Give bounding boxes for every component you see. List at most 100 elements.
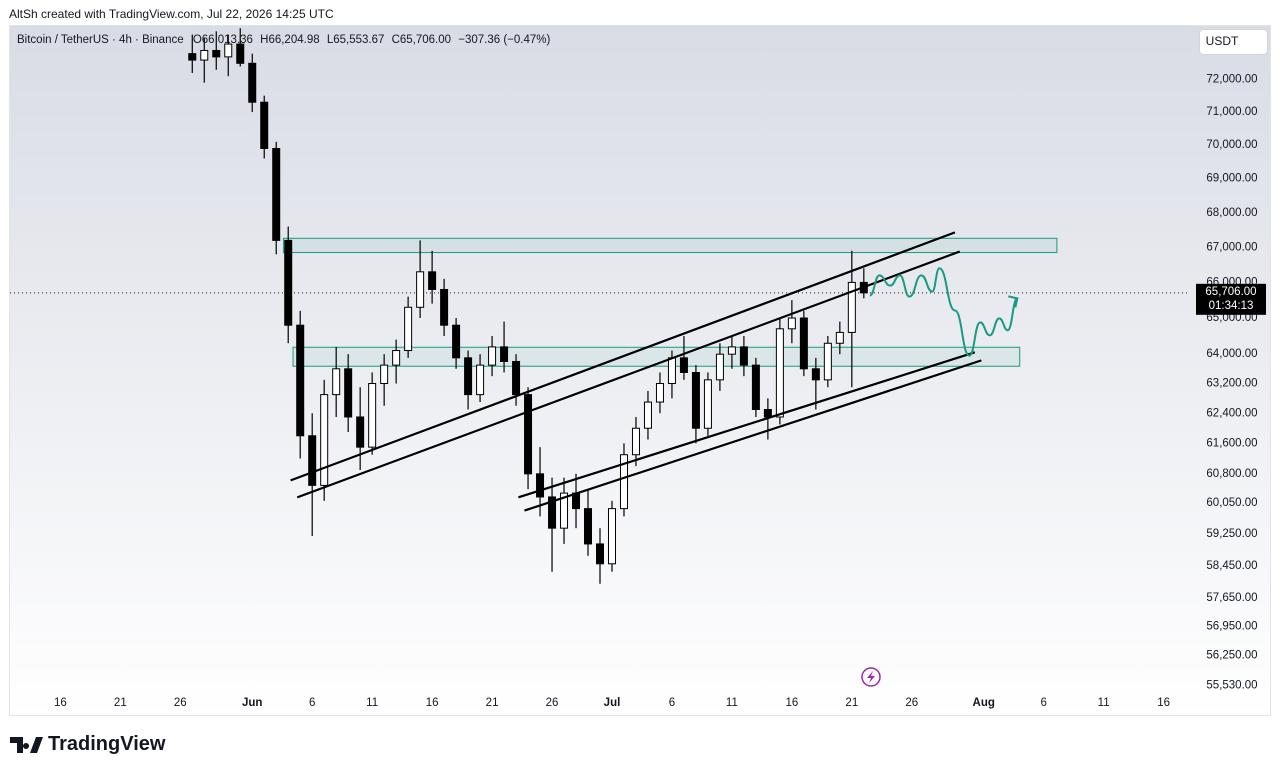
x-tick-label: 11 [366,697,378,709]
candle-body [811,368,820,381]
candle-body [727,346,736,355]
y-tick-label: 57,650.00 [1206,592,1257,604]
y-tick-label: 60,800.00 [1206,468,1257,480]
x-tick-label: 11 [1098,697,1110,709]
candle-body [332,368,341,396]
candle-body [619,454,628,510]
candle-body [440,288,449,326]
candle-body [188,53,197,61]
y-tick-label: 68,000.00 [1206,207,1257,219]
candle-body [787,317,796,330]
projection-path [869,267,1019,357]
y-tick-label: 58,450.00 [1206,560,1257,572]
candle-body [368,383,377,448]
candle-body [607,508,616,565]
y-tick-label: 67,000.00 [1206,241,1257,253]
brand: TradingView [10,733,165,756]
brand-logo [10,736,43,753]
candle-body [751,364,760,411]
last-price-label: 65,706.00 [1205,286,1256,298]
ohlc-low: L65,553.67 [327,34,385,46]
candle-body [691,371,700,429]
x-tick-label: 11 [726,697,738,709]
candle-body [380,364,389,385]
candle-body [272,147,281,241]
event-bolt [867,671,875,683]
candle-body [452,324,461,359]
y-tick-label: 55,530.00 [1206,679,1257,691]
x-tick-label: Aug [973,697,995,709]
x-tick-label: 6 [309,697,315,709]
candle-body [643,401,652,429]
candle-body [464,357,473,396]
candle-body [536,473,545,498]
currency-button[interactable] [1199,29,1268,55]
zone [282,237,1058,254]
y-tick-label: 62,400.00 [1206,407,1257,419]
axes: 72,000.00 71,000.00 70,000.00 69,000.00 68,0… [54,73,1266,709]
candle-body [488,346,497,366]
x-tick-label: 26 [546,697,559,709]
candle-body [835,331,844,344]
y-tick-label: 56,950.00 [1206,620,1257,632]
candle-body [512,360,521,396]
candle-body [260,101,269,149]
y-tick-label: 69,000.00 [1206,173,1257,185]
candle-body [416,271,425,308]
trend-line [524,359,982,512]
candle-body [248,62,257,103]
trend-line [518,351,976,499]
x-tick-label: 16 [426,697,439,709]
x-tick-label: 6 [669,697,675,709]
candle-body [679,357,688,373]
zone [292,346,1021,367]
x-tick-label: Jul [604,697,621,709]
candle-body [763,409,772,418]
candle-body [320,394,329,486]
y-tick-label: 71,000.00 [1206,106,1257,118]
x-tick-label: 26 [905,697,918,709]
trend-line [296,250,961,499]
countdown-label: 01:34:13 [1209,300,1254,312]
ohlc-change: −307.36 (−0.47%) [458,34,550,46]
candle-body [631,427,640,456]
event-icon[interactable] [861,667,881,687]
ohlc-high: H66,204.98 [260,34,319,46]
candle-body [524,394,533,475]
y-tick-label: 70,000.00 [1206,139,1257,151]
candle-body [296,324,305,437]
y-tick-label: 63,200.00 [1206,378,1257,390]
candle-body [823,342,832,381]
plot-area [10,28,1190,584]
legend-line: Bitcoin / TetherUS · 4h · Binance O66,01… [17,34,550,46]
candle-body [224,43,233,58]
candle-body [560,492,569,529]
x-tick-label: 26 [174,697,187,709]
ohlc-open: O66,013.36 [193,34,253,46]
y-tick-label: 59,250.00 [1206,528,1257,540]
y-tick-label: 60,050.00 [1206,497,1257,509]
y-tick-label: 64,000.00 [1206,348,1257,360]
candle-body [392,350,401,366]
candle-body [200,49,209,61]
candle-body [212,49,221,58]
candle-body [284,239,293,326]
x-tick-label: 6 [1040,697,1046,709]
projection-arrow [1008,295,1019,308]
candle-body [476,364,485,396]
y-tick-label: 61,600.00 [1206,437,1257,449]
candle-body [799,317,808,370]
y-tick-label: 56,250.00 [1206,649,1257,661]
currency-label: USDT [1206,34,1239,48]
candle-body [356,416,365,448]
candle-body [703,379,712,429]
candle-body [428,271,437,290]
brand-name: TradingView [48,733,166,755]
x-tick-label: 21 [114,697,127,709]
x-tick-label: 16 [785,697,798,709]
x-tick-label: 21 [845,697,858,709]
x-tick-label: Jun [242,697,262,709]
candle-body [584,508,593,545]
